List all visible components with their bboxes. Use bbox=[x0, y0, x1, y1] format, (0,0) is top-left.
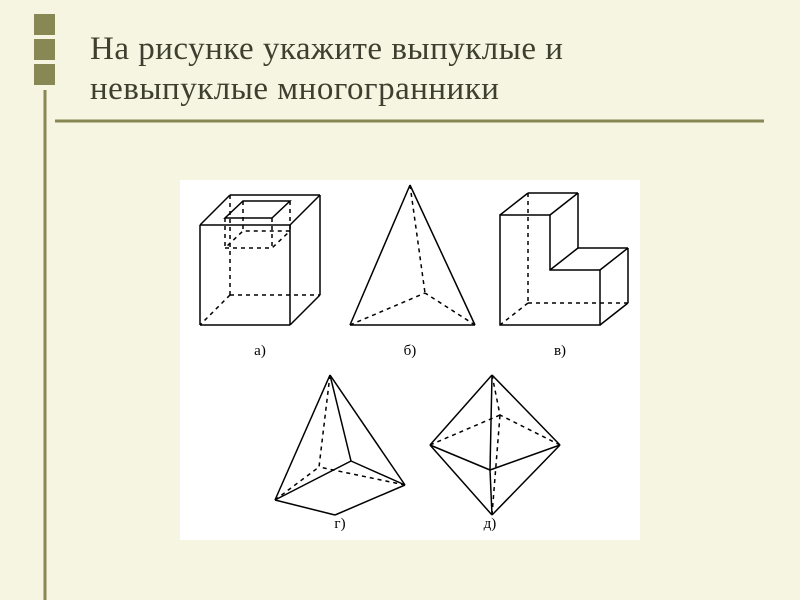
figures-panel: а) б) bbox=[180, 180, 640, 540]
figure-g-label: г) bbox=[334, 516, 345, 532]
polyhedra-diagram: а) б) bbox=[180, 180, 640, 540]
title-line-1: На рисунке укажите выпуклые и bbox=[90, 30, 563, 70]
figure-v-label: в) bbox=[554, 343, 566, 359]
figure-b-label: б) bbox=[404, 343, 417, 359]
accent-square bbox=[34, 14, 55, 35]
accent-square bbox=[34, 64, 55, 85]
slide-title: На рисунке укажите выпуклые и невыпуклые… bbox=[90, 30, 563, 109]
figure-a-label: а) bbox=[254, 343, 266, 359]
title-line-2: невыпуклые многогранники bbox=[90, 70, 563, 110]
accent-square bbox=[34, 39, 55, 60]
figure-d-label: д) bbox=[484, 516, 497, 532]
